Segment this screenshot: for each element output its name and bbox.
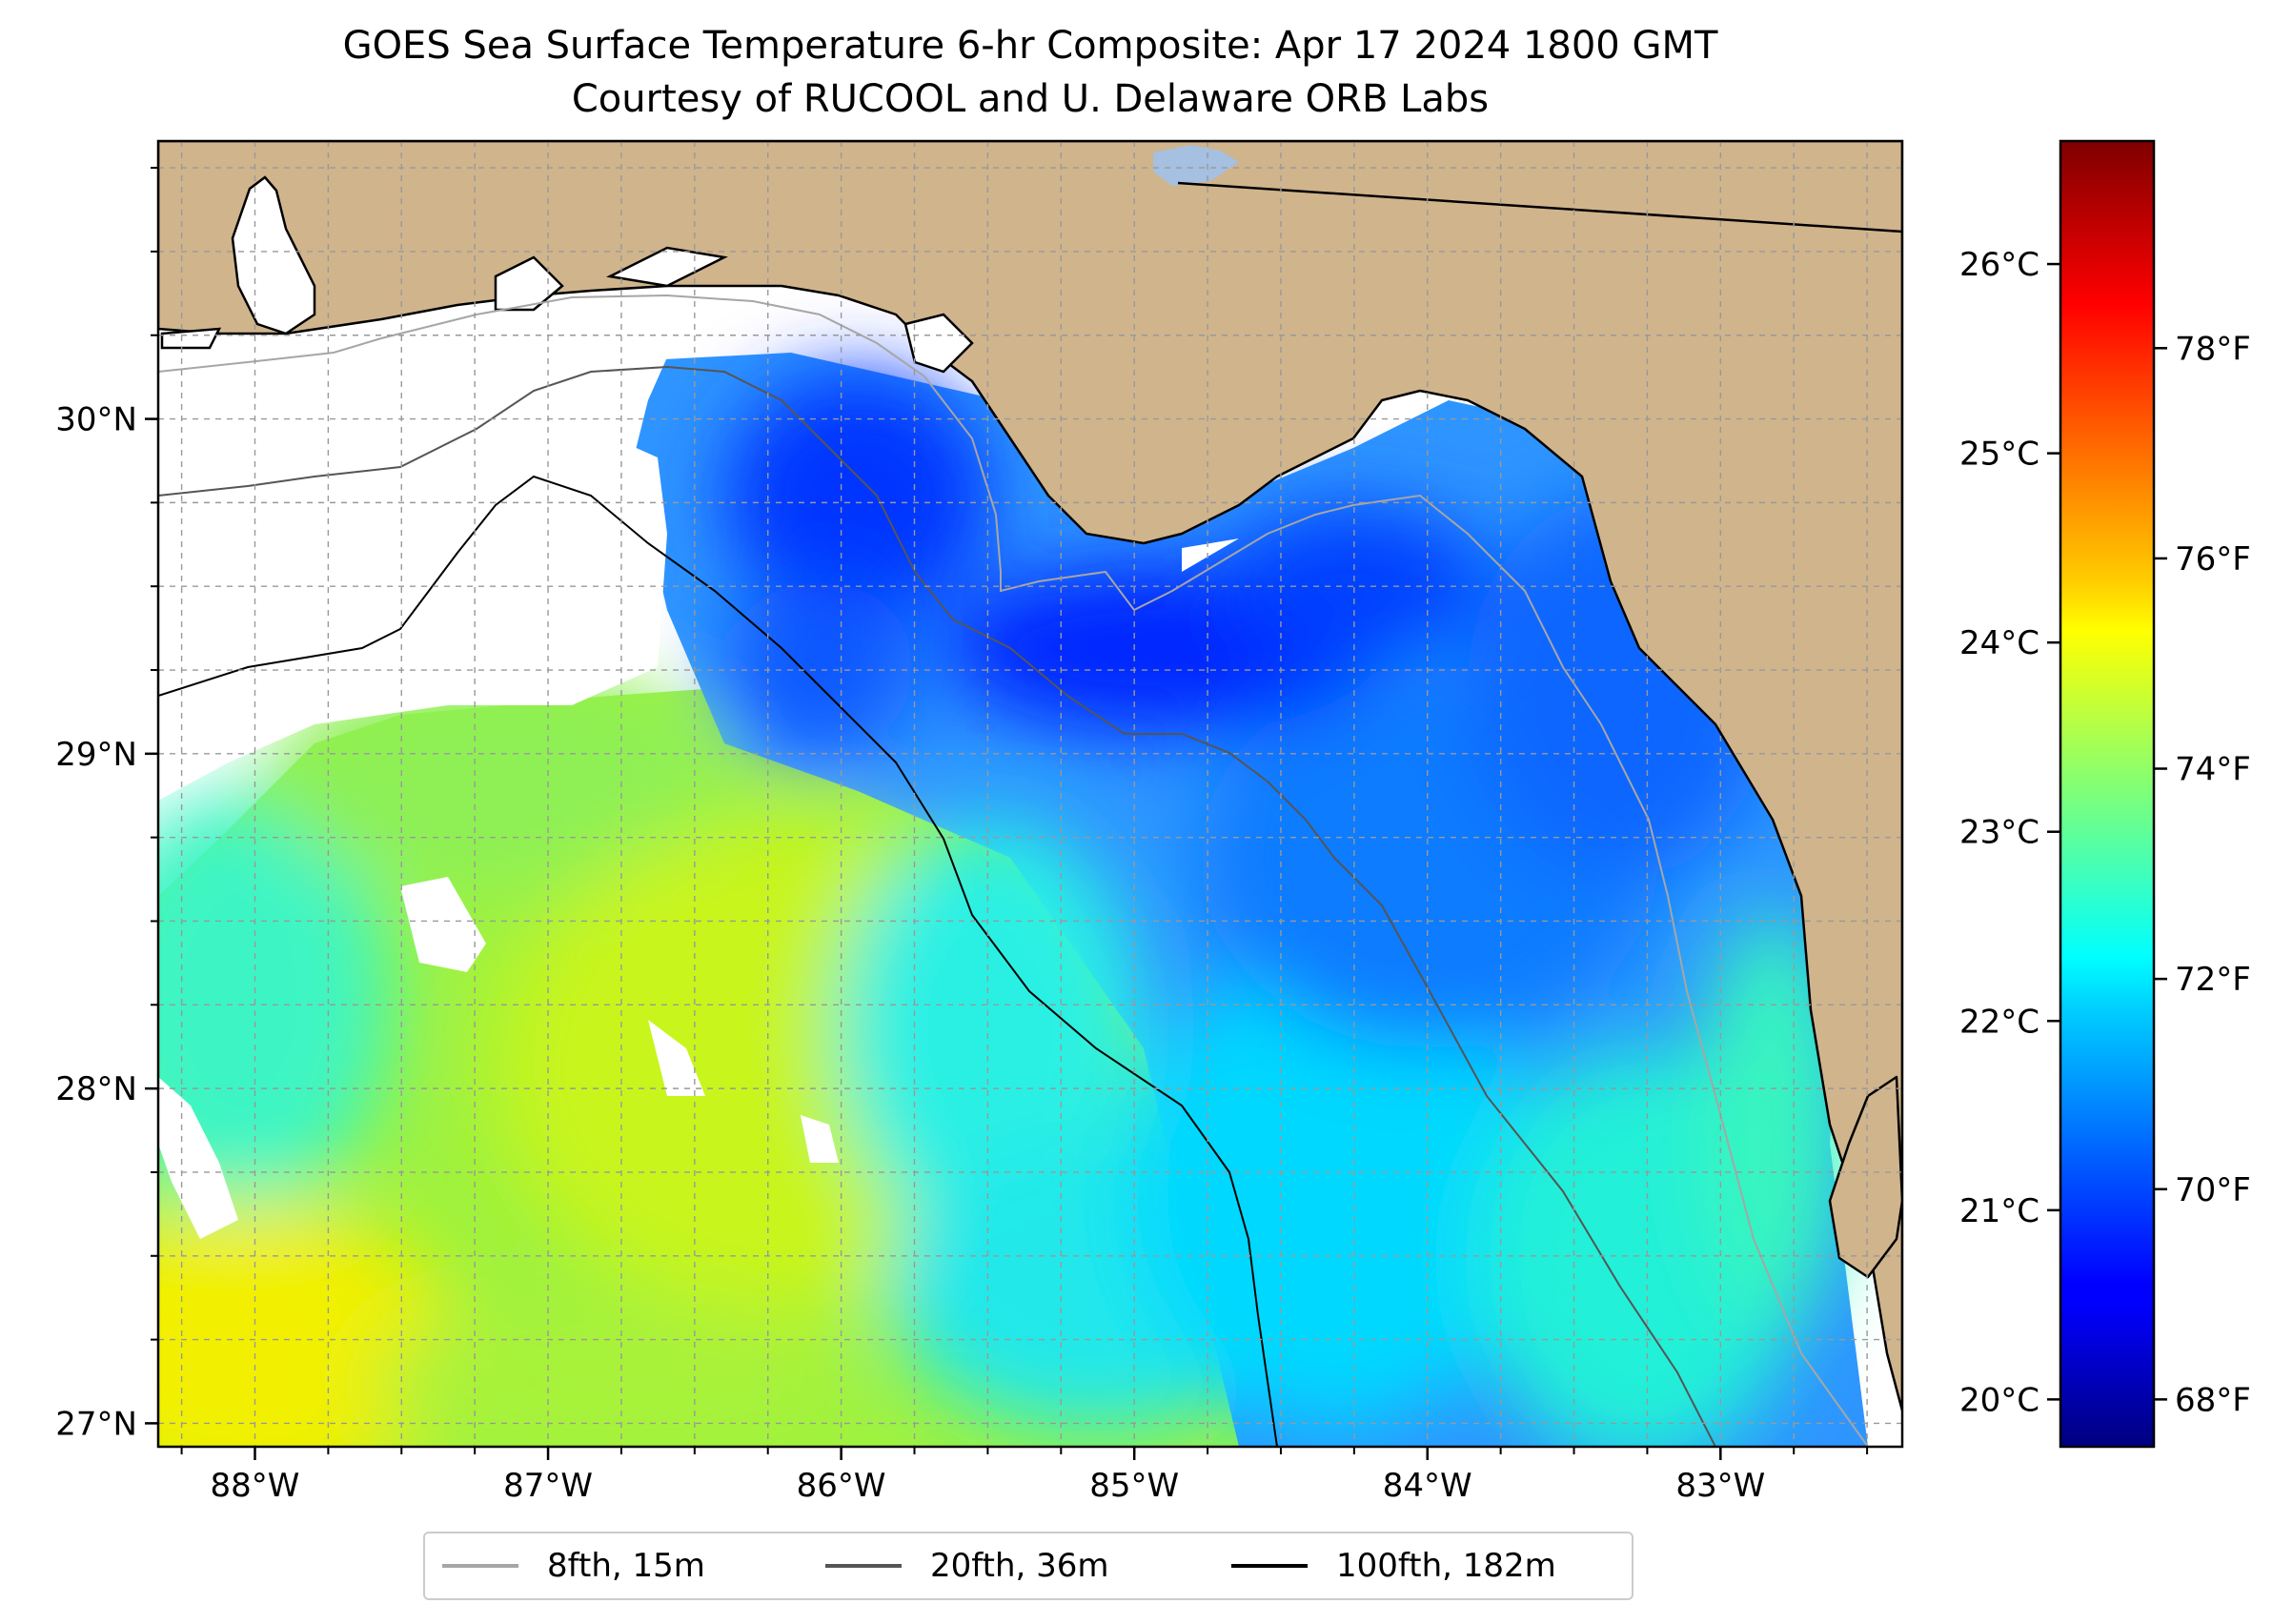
lon-tick-label: 85°W bbox=[1089, 1467, 1179, 1505]
colorbar-fahrenheit-label: 72°F bbox=[2175, 961, 2251, 999]
legend-swatch-8fth bbox=[442, 1564, 518, 1568]
colorbar-fahrenheit-label: 78°F bbox=[2175, 330, 2251, 368]
state-border bbox=[1177, 181, 1902, 233]
lon-tick-label: 87°W bbox=[503, 1467, 593, 1505]
sst-field bbox=[158, 267, 1868, 1447]
colorbar: 20°C 21°C 22°C 23°C 24°C 25°C 26°C 68°F 70°F 72°… bbox=[1959, 139, 2251, 1449]
map-title: GOES Sea Surface Temperature 6-hr Compos… bbox=[342, 24, 1718, 68]
map-frame bbox=[156, 139, 1904, 1449]
lat-tick-label: 27°N bbox=[55, 1405, 137, 1443]
isobath-20fth bbox=[158, 365, 1716, 1447]
colorbar-fahrenheit-label: 68°F bbox=[2175, 1381, 2251, 1419]
inland-water bbox=[160, 175, 974, 374]
map-subtitle: Courtesy of RUCOOL and U. Delaware ORB L… bbox=[571, 77, 1490, 121]
lat-tick-label: 29°N bbox=[55, 736, 137, 774]
legend-label-8fth: 8fth, 15m bbox=[547, 1547, 705, 1585]
colorbar-celsius-label: 26°C bbox=[1959, 246, 2039, 284]
land-mass bbox=[158, 141, 1902, 1412]
legend-label-20fth: 20fth, 36m bbox=[930, 1547, 1109, 1585]
colorbar-fahrenheit-label: 70°F bbox=[2175, 1171, 2251, 1209]
lake bbox=[1153, 145, 1239, 186]
isobath-100fth bbox=[158, 475, 1278, 1447]
colorbar-celsius-axis: 20°C 21°C 22°C 23°C 24°C 25°C 26°C bbox=[1959, 246, 2060, 1419]
colorbar-gradient bbox=[2059, 139, 2156, 1449]
colorbar-celsius-label: 20°C bbox=[1959, 1381, 2039, 1419]
legend-swatch-20fth bbox=[825, 1564, 902, 1568]
map-gridlines bbox=[158, 141, 1902, 1447]
colorbar-celsius-label: 24°C bbox=[1959, 624, 2039, 662]
map-area bbox=[158, 141, 1902, 1447]
lat-axis: 30°N 29°N 28°N 27°N bbox=[55, 167, 158, 1443]
lon-tick-label: 84°W bbox=[1383, 1467, 1472, 1505]
lat-tick-label: 30°N bbox=[55, 401, 137, 439]
legend-swatch-100fth bbox=[1231, 1564, 1308, 1568]
colorbar-celsius-label: 22°C bbox=[1959, 1003, 2039, 1041]
colorbar-celsius-label: 21°C bbox=[1959, 1192, 2039, 1230]
colorbar-celsius-label: 25°C bbox=[1959, 436, 2039, 474]
lon-tick-label: 83°W bbox=[1675, 1467, 1765, 1505]
colorbar-celsius-label: 23°C bbox=[1959, 814, 2039, 852]
lon-axis: 88°W 87°W 86°W 85°W 84°W 83°W bbox=[180, 1447, 1869, 1505]
lat-tick-label: 28°N bbox=[55, 1070, 137, 1108]
colorbar-fahrenheit-label: 74°F bbox=[2175, 751, 2251, 789]
legend-entry-8fth: 8fth, 15m bbox=[442, 1533, 705, 1598]
colorbar-fahrenheit-label: 76°F bbox=[2175, 540, 2251, 579]
legend-label-100fth: 100fth, 182m bbox=[1336, 1547, 1556, 1585]
colorbar-fahrenheit-axis: 68°F 70°F 72°F 74°F 76°F 78°F bbox=[2154, 330, 2251, 1419]
legend-entry-20fth: 20fth, 36m bbox=[825, 1533, 1109, 1598]
lon-tick-label: 86°W bbox=[797, 1467, 886, 1505]
isobath-legend: 8fth, 15m 20fth, 36m 100fth, 182m bbox=[423, 1532, 1634, 1600]
legend-entry-100fth: 100fth, 182m bbox=[1231, 1533, 1556, 1598]
lon-tick-label: 88°W bbox=[211, 1467, 300, 1505]
